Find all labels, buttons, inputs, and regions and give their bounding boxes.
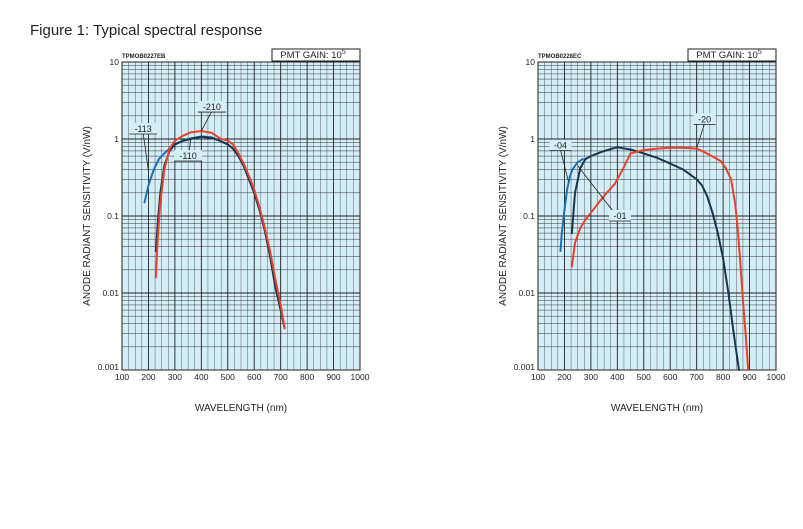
- y-tick-label: 0.001: [514, 362, 536, 372]
- gain-label: PMT GAIN: 105: [696, 49, 762, 61]
- x-tick-label: 100: [115, 372, 129, 382]
- figure-title: Figure 1: Typical spectral response: [30, 22, 263, 39]
- annotation-bg: [693, 113, 716, 125]
- annotation-bg: [129, 122, 158, 134]
- y-tick-label: 0.01: [102, 288, 119, 298]
- x-tick-label: 200: [557, 372, 571, 382]
- gain-box: [271, 48, 361, 62]
- x-tick-label: 200: [141, 372, 155, 382]
- x-tick-label: 1000: [767, 372, 786, 382]
- annotation-leader: [560, 149, 569, 182]
- series-line: [154, 130, 286, 330]
- annotation-label: -04: [554, 141, 567, 151]
- x-tick-label: 900: [742, 372, 756, 382]
- series-line: [570, 146, 740, 371]
- y-axis-label: ANODE RADIANT SENSITIVITY (V/nW): [498, 126, 509, 306]
- x-axis-label: WAVELENGTH (nm): [611, 403, 703, 414]
- x-tick-label: 100: [531, 372, 545, 382]
- annotation-bg: [608, 210, 631, 221]
- x-axis-label: WAVELENGTH (nm): [195, 403, 287, 414]
- y-tick-label: 0.1: [523, 211, 535, 221]
- annotation-bg: [174, 150, 203, 162]
- y-tick-label: 1: [114, 134, 119, 144]
- x-tick-label: 300: [584, 372, 598, 382]
- annotation-label: -01: [613, 211, 626, 221]
- x-tick-label: 700: [690, 372, 704, 382]
- y-tick-label: 0.001: [98, 362, 120, 372]
- y-tick-label: 0.01: [518, 288, 535, 298]
- x-tick-label: 600: [247, 372, 261, 382]
- x-tick-label: 500: [221, 372, 235, 382]
- series-line: [570, 146, 750, 371]
- plot-frame: [121, 61, 361, 371]
- x-tick-label: 300: [168, 372, 182, 382]
- x-tick-label: 900: [326, 372, 340, 382]
- chart-code-label: TPMOB0228EC: [538, 54, 582, 60]
- y-tick-label: 1: [530, 134, 535, 144]
- y-tick-label: 0.1: [107, 211, 119, 221]
- x-tick-label: 400: [610, 372, 624, 382]
- chart-code-label: TPMOB0227EB: [122, 54, 166, 60]
- annotation-label: -20: [698, 114, 711, 124]
- x-tick-label: 400: [194, 372, 208, 382]
- gain-box: [687, 48, 777, 62]
- x-tick-label: 800: [300, 372, 314, 382]
- plot-frame: [537, 61, 777, 371]
- annotation-bg: [549, 139, 572, 151]
- x-tick-label: 600: [663, 372, 677, 382]
- y-axis-label: ANODE RADIANT SENSITIVITY (V/nW): [82, 126, 93, 306]
- series-line: [559, 157, 584, 253]
- x-tick-label: 500: [637, 372, 651, 382]
- x-tick-label: 800: [716, 372, 730, 382]
- right-chart-panel: 100 200 300 400 500 600 700 800 900 1000 0.001 0.01…: [498, 48, 786, 414]
- annotation-leader: [200, 110, 213, 132]
- y-tick-label: 10: [110, 57, 120, 67]
- x-tick-label: 1000: [351, 372, 370, 382]
- left-chart-panel: 100 200 300 400 500 600 700 800 900 1000 0.001 0.01…: [82, 48, 370, 414]
- gain-label: PMT GAIN: 105: [280, 49, 346, 61]
- annotation-bg: [197, 101, 226, 113]
- annotation-label: -210: [203, 102, 221, 112]
- x-tick-label: 700: [274, 372, 288, 382]
- annotation-label: -113: [134, 124, 151, 134]
- annotation-label: -110: [179, 151, 196, 161]
- y-tick-label: 10: [526, 57, 536, 67]
- annotation-leader: [142, 132, 149, 172]
- annotation-leader: [696, 123, 705, 149]
